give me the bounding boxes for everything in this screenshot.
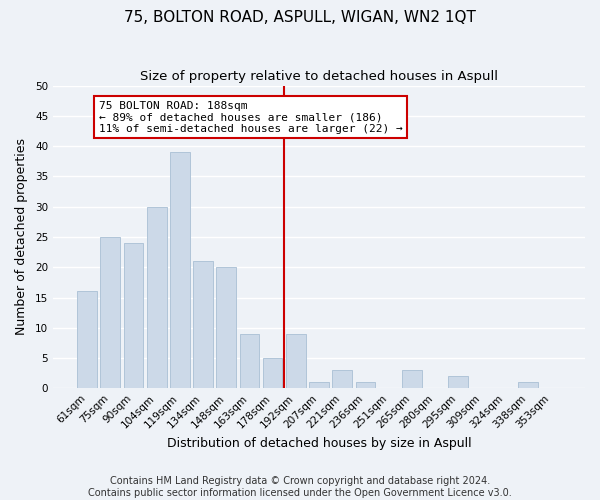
Text: Contains HM Land Registry data © Crown copyright and database right 2024.
Contai: Contains HM Land Registry data © Crown c… <box>88 476 512 498</box>
Bar <box>124 243 143 388</box>
Bar <box>193 261 213 388</box>
Bar <box>309 382 329 388</box>
Bar <box>286 334 305 388</box>
Bar <box>170 152 190 388</box>
Bar <box>100 237 120 388</box>
Bar <box>263 358 283 388</box>
Bar <box>332 370 352 388</box>
Y-axis label: Number of detached properties: Number of detached properties <box>15 138 28 336</box>
Bar <box>147 206 167 388</box>
X-axis label: Distribution of detached houses by size in Aspull: Distribution of detached houses by size … <box>167 437 472 450</box>
Bar <box>356 382 375 388</box>
Title: Size of property relative to detached houses in Aspull: Size of property relative to detached ho… <box>140 70 498 83</box>
Bar <box>402 370 422 388</box>
Text: 75, BOLTON ROAD, ASPULL, WIGAN, WN2 1QT: 75, BOLTON ROAD, ASPULL, WIGAN, WN2 1QT <box>124 10 476 25</box>
Bar <box>239 334 259 388</box>
Text: 75 BOLTON ROAD: 188sqm
← 89% of detached houses are smaller (186)
11% of semi-de: 75 BOLTON ROAD: 188sqm ← 89% of detached… <box>98 100 403 134</box>
Bar <box>217 267 236 388</box>
Bar <box>448 376 468 388</box>
Bar <box>77 292 97 388</box>
Bar <box>518 382 538 388</box>
